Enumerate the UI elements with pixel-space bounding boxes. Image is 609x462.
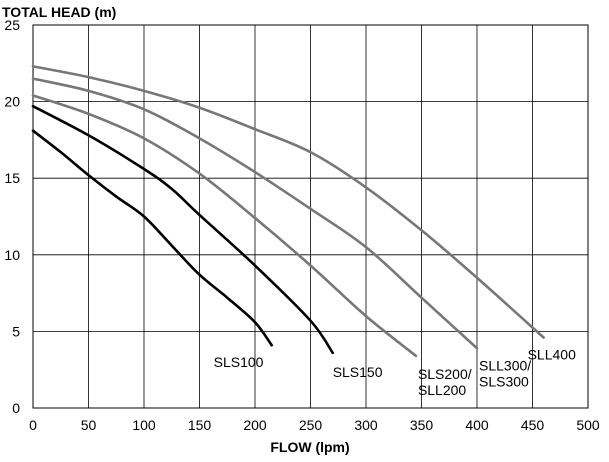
series-label-sll400: SLL400 — [528, 347, 576, 363]
x-tick-label: 250 — [299, 417, 323, 433]
y-tick-label: 10 — [4, 247, 20, 263]
x-axis-label: FLOW (lpm) — [270, 439, 349, 455]
x-tick-label: 100 — [132, 417, 156, 433]
tick-labels: 0 50 100 150 200 250 300 350 400 450 500 0 5 10 15 20 25 — [4, 17, 599, 433]
series-label-sll300-sls300: SLL300/SLS300 — [479, 357, 531, 389]
x-tick-label: 300 — [354, 417, 378, 433]
series-label-line: SLL300/ — [479, 357, 531, 373]
series-layer — [31, 65, 545, 358]
series-label-line: SLS200/ — [418, 366, 472, 382]
x-tick-label: 350 — [410, 417, 434, 433]
y-tick-label: 15 — [4, 170, 20, 186]
chart-title: TOTAL HEAD (m) — [2, 4, 116, 20]
series-label-line: SLL400 — [528, 347, 576, 363]
y-tick-label: 5 — [12, 323, 20, 339]
x-tick-label: 200 — [243, 417, 267, 433]
x-tick-label: 400 — [465, 417, 489, 433]
y-tick-label: 0 — [12, 400, 20, 416]
series-label-line: SLS150 — [333, 364, 383, 380]
series-label-line: SLS100 — [214, 354, 264, 370]
plot-frame — [32, 24, 589, 409]
series-line-sls200-sll200 — [31, 94, 418, 358]
series-line-sls150 — [31, 104, 334, 355]
series-line-sll300-sls300 — [31, 77, 479, 350]
x-tick-label: 450 — [521, 417, 545, 433]
x-tick-label: 500 — [576, 417, 600, 433]
series-label-sls200-sll200: SLS200/SLL200 — [418, 366, 472, 398]
x-tick-label: 50 — [81, 417, 97, 433]
x-tick-label: 150 — [188, 417, 212, 433]
x-tick-label: 0 — [29, 417, 37, 433]
y-tick-label: 20 — [4, 94, 20, 110]
y-tick-label: 25 — [4, 17, 20, 33]
series-label-sls150: SLS150 — [333, 364, 383, 380]
series-label-sls100: SLS100 — [214, 354, 264, 370]
series-label-line: SLS300 — [479, 373, 529, 389]
series-label-line: SLL200 — [418, 382, 466, 398]
series-line-sll400 — [31, 65, 545, 339]
series-line-sls100 — [31, 129, 273, 347]
